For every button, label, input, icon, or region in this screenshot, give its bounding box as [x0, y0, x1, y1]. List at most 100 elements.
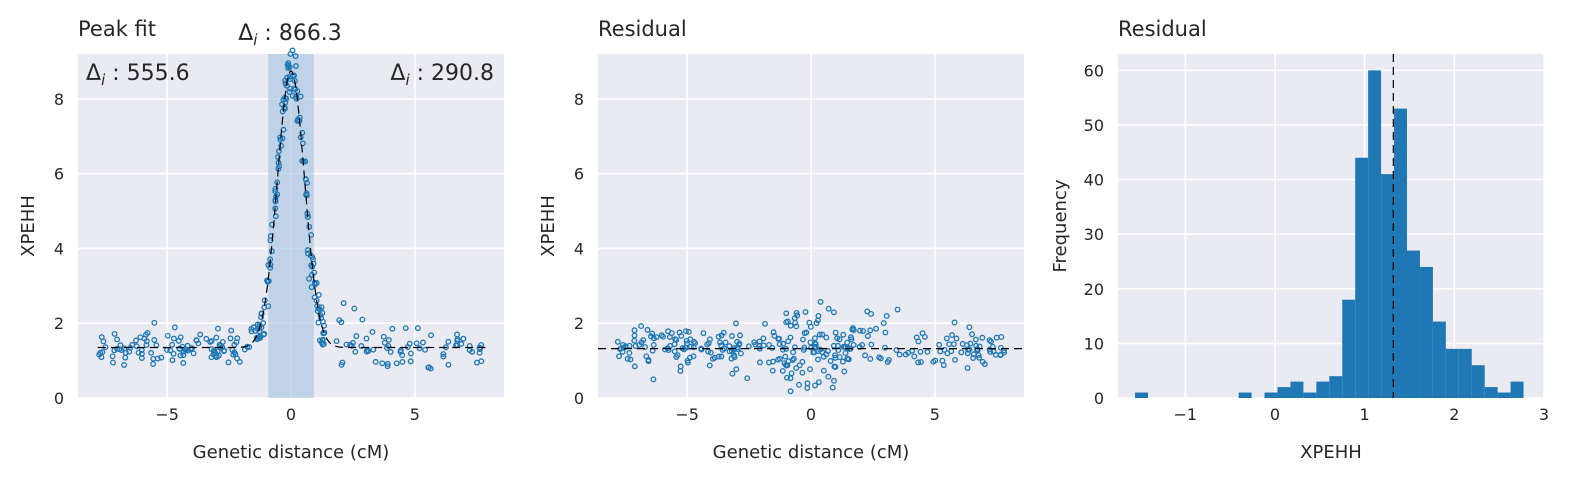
histogram-bar — [1290, 381, 1304, 398]
y-tick-label: 0 — [574, 389, 584, 408]
data-point — [414, 325, 421, 332]
data-point — [964, 365, 971, 371]
data-point — [831, 363, 838, 370]
data-point — [943, 335, 950, 342]
data-point — [894, 306, 901, 313]
data-point — [211, 347, 217, 354]
data-point — [776, 341, 783, 348]
data-point — [164, 332, 171, 339]
histogram-bar — [1445, 348, 1459, 398]
data-point — [310, 260, 317, 267]
y-tick-label: 50 — [1084, 116, 1104, 135]
data-marks — [1135, 54, 1524, 398]
data-point — [384, 363, 391, 370]
data-point — [784, 374, 790, 381]
data-point — [384, 360, 391, 367]
histogram-bar — [1238, 392, 1252, 398]
data-point — [970, 355, 977, 362]
data-point — [827, 358, 834, 364]
data-point — [949, 332, 956, 339]
delta-annotation-left: Δi : 555.6 — [86, 61, 190, 89]
data-point — [142, 331, 149, 338]
data-point — [830, 309, 837, 316]
data-point — [733, 320, 739, 327]
histogram-bar — [1355, 157, 1369, 398]
data-marks — [96, 47, 486, 372]
data-point — [265, 303, 272, 310]
data-point — [631, 363, 638, 370]
data-point — [285, 65, 292, 71]
y-tick-label: 2 — [54, 314, 64, 333]
data-point — [700, 330, 707, 337]
data-point — [905, 349, 912, 356]
data-point — [867, 355, 874, 362]
data-point — [779, 367, 786, 374]
data-point — [783, 319, 790, 326]
data-point — [425, 364, 432, 371]
data-point — [276, 148, 282, 155]
data-point — [762, 320, 768, 327]
data-point — [111, 330, 118, 337]
data-point — [787, 375, 794, 382]
data-point — [676, 329, 683, 336]
data-point — [972, 336, 979, 343]
histogram-bar — [1264, 392, 1278, 398]
data-point — [665, 328, 672, 335]
histogram-bar — [1368, 70, 1382, 398]
histogram-bar — [1135, 392, 1148, 398]
y-tick-label: 30 — [1084, 225, 1104, 244]
data-point — [282, 80, 289, 87]
data-point — [440, 353, 447, 360]
data-point — [645, 358, 652, 365]
data-point — [293, 63, 299, 69]
data-point — [917, 348, 924, 355]
data-point — [389, 325, 396, 332]
y-tick-label: 0 — [54, 389, 64, 408]
data-point — [729, 370, 736, 377]
data-point — [272, 185, 279, 192]
data-point — [614, 338, 621, 345]
data-point — [650, 376, 657, 383]
data-point — [717, 339, 723, 346]
y-axis-label: Frequency — [1050, 179, 1071, 272]
data-point — [769, 367, 776, 374]
data-point — [280, 96, 287, 103]
data-point — [460, 335, 467, 342]
data-point — [832, 352, 838, 359]
data-point — [381, 339, 388, 346]
x-tick-label: 3 — [1539, 405, 1549, 424]
x-tick-label: 2 — [1449, 405, 1459, 424]
data-point — [804, 385, 811, 391]
residual-scatter-panel: −5 0 5 0 2 4 6 8 Residual Genetic distance (cM)… — [538, 17, 1024, 463]
data-point — [351, 305, 358, 312]
data-point — [422, 346, 429, 353]
data-point — [915, 359, 922, 366]
data-point — [836, 354, 843, 361]
x-tick-label: −5 — [155, 405, 179, 424]
data-point — [815, 356, 821, 363]
data-point — [979, 358, 986, 365]
data-point — [215, 325, 221, 332]
y-tick-label: 4 — [574, 239, 584, 258]
data-point — [862, 352, 868, 359]
data-point — [372, 358, 379, 365]
data-point — [302, 176, 309, 183]
data-point — [787, 322, 794, 329]
data-point — [970, 351, 977, 358]
data-point — [802, 309, 809, 315]
data-point — [674, 352, 681, 358]
data-point — [831, 377, 837, 384]
data-point — [631, 327, 638, 334]
data-point — [766, 359, 772, 366]
y-axis-label: XPEHH — [538, 195, 559, 257]
data-point — [796, 381, 802, 388]
data-point — [440, 351, 447, 357]
data-point — [756, 338, 763, 345]
data-point — [193, 337, 200, 343]
data-point — [379, 360, 386, 367]
data-point — [951, 319, 958, 326]
data-point — [857, 327, 863, 334]
data-point — [169, 341, 176, 348]
data-point — [998, 333, 1005, 340]
